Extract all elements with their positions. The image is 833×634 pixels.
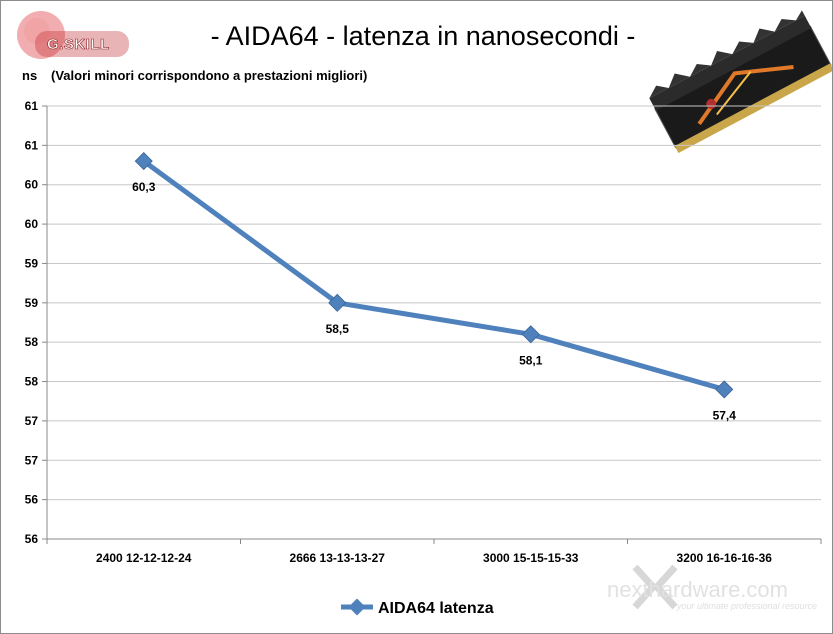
x-tick-label: 2666 13-13-13-27 — [290, 551, 386, 565]
watermark-text: nexthardware.com — [607, 577, 788, 602]
data-point-marker — [134, 152, 153, 171]
y-tick-label: 58 — [25, 335, 39, 349]
data-label: 58,1 — [519, 353, 543, 367]
gridlines — [47, 105, 821, 540]
legend-marker — [348, 598, 366, 616]
watermark-x-icon — [632, 564, 678, 610]
nexthardware-watermark: nexthardware.com your ultimate professio… — [607, 564, 817, 611]
y-tick-label: 59 — [25, 256, 39, 270]
x-axis: 2400 12-12-12-24 2666 13-13-13-27 3000 15-… — [46, 106, 822, 565]
x-tick-label: 3200 16-16-16-36 — [677, 551, 773, 565]
y-tick-label: 56 — [25, 493, 39, 507]
y-axis-ticks: 56 56 57 57 58 58 59 59 60 60 61 61 — [25, 99, 47, 546]
ram-module-image — [649, 10, 832, 154]
data-point-marker — [328, 293, 347, 312]
y-tick-label: 58 — [25, 375, 39, 389]
x-tick-label: 3000 15-15-15-33 — [483, 551, 579, 565]
series-line — [142, 159, 725, 392]
data-label: 60,3 — [132, 180, 156, 194]
chart-subtitle: (Valori minori corrispondono a prestazio… — [51, 68, 367, 83]
watermark-tagline: your ultimate professional resource — [676, 601, 817, 611]
data-label: 57,4 — [713, 408, 737, 422]
y-tick-label: 59 — [25, 296, 39, 310]
y-tick-label: 56 — [25, 532, 39, 546]
chart-title: - AIDA64 - latenza in nanosecondi - — [211, 21, 636, 51]
data-label: 58,5 — [326, 322, 350, 336]
y-tick-label: 60 — [25, 178, 39, 192]
y-tick-label: 57 — [25, 414, 39, 428]
y-tick-label: 60 — [25, 217, 39, 231]
data-point-marker — [521, 325, 540, 344]
series-layer: 60,3 58,5 58,1 57,4 — [132, 152, 737, 422]
y-tick-label: 61 — [25, 99, 39, 113]
logo-text: G.SKILL — [47, 36, 110, 53]
data-point-marker — [715, 380, 734, 399]
gskill-logo: G.SKILL — [17, 11, 129, 59]
y-tick-label: 61 — [25, 138, 39, 152]
legend: AIDA64 latenza — [341, 598, 494, 617]
y-axis-label: ns — [22, 68, 37, 83]
legend-label: AIDA64 latenza — [378, 600, 494, 617]
plot-area: 56 56 57 57 58 58 59 59 60 60 61 61 2400 12-12-12-2… — [25, 99, 822, 565]
x-tick-label: 2400 12-12-12-24 — [96, 551, 192, 565]
y-tick-label: 57 — [25, 453, 39, 467]
